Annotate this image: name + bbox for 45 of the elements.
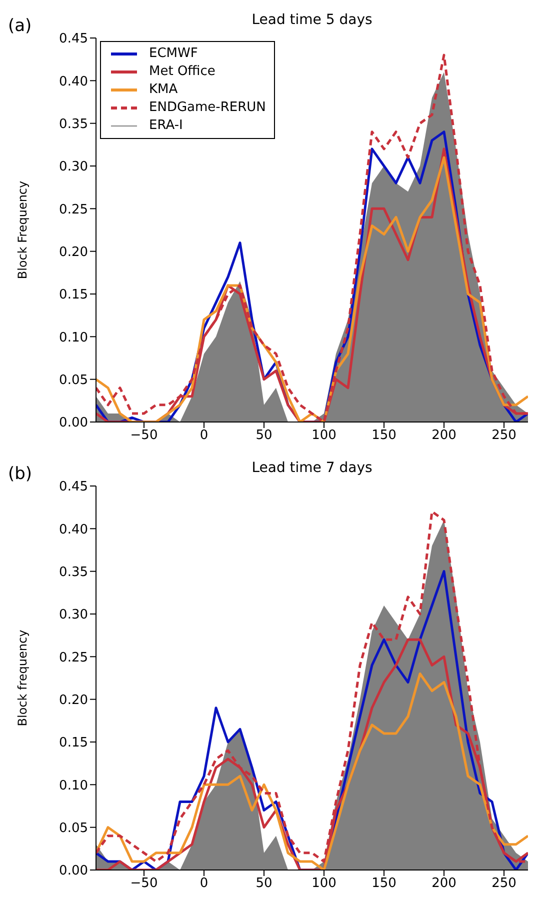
chart-title: Lead time 7 days (250, 460, 374, 476)
legend-label: ERA-I (149, 117, 183, 135)
x-tick-label: 200 (432, 876, 456, 892)
y-tick-label: 0.20 (59, 244, 88, 260)
text: (b) (8, 464, 32, 484)
x-tick-label: 0 (200, 876, 208, 892)
y-tick-label: 0.45 (59, 480, 88, 495)
chart-title: Lead time 5 days (250, 12, 374, 28)
y-tick-label: 0.35 (59, 116, 88, 132)
x-tick-label: 150 (372, 428, 396, 444)
x-tick-label: −50 (130, 428, 158, 444)
y-tick-label: 0.20 (59, 692, 88, 708)
y-tick-label: 0.45 (59, 32, 88, 47)
legend-label: ECMWF (149, 45, 198, 63)
y-tick-label: 0.15 (59, 288, 88, 303)
x-tick-label: 250 (492, 876, 516, 892)
y-tick-label: 0.40 (59, 522, 88, 538)
y-tick-label: 0.25 (59, 202, 88, 218)
legend-label: Met Office (149, 63, 216, 81)
y-tick-label: 0.00 (59, 864, 88, 879)
x-tick-label: 150 (372, 876, 396, 892)
y-tick-label: 0.40 (59, 74, 88, 90)
y-tick-label: 0.25 (59, 650, 88, 666)
y-tick-label: 0.35 (59, 564, 88, 580)
y-tick-label: 0.30 (59, 160, 88, 175)
x-tick-label: 0 (200, 428, 208, 444)
y-tick-label: 0.05 (59, 820, 88, 836)
legend-label: KMA (149, 81, 178, 99)
y-tick-label: 0.10 (59, 778, 88, 794)
x-tick-label: 200 (432, 428, 456, 444)
x-tick-label: −50 (130, 876, 158, 892)
y-tick-label: 0.05 (59, 372, 88, 388)
y-tick-label: 0.00 (59, 416, 88, 431)
y-tick-label: 0.15 (59, 736, 88, 751)
x-tick-label: 100 (312, 428, 336, 444)
x-tick-label: 50 (256, 876, 272, 892)
y-tick-label: 0.30 (59, 608, 88, 623)
y-axis-title: Block Frequency (15, 180, 30, 280)
legend-label: ENDGame-RERUN (149, 99, 266, 117)
text: (a) (8, 16, 32, 36)
x-tick-label: 50 (256, 428, 272, 444)
x-tick-label: 250 (492, 428, 516, 444)
y-tick-label: 0.10 (59, 330, 88, 346)
x-tick-label: 100 (312, 876, 336, 892)
y-axis-title: Block frequency (15, 630, 30, 726)
